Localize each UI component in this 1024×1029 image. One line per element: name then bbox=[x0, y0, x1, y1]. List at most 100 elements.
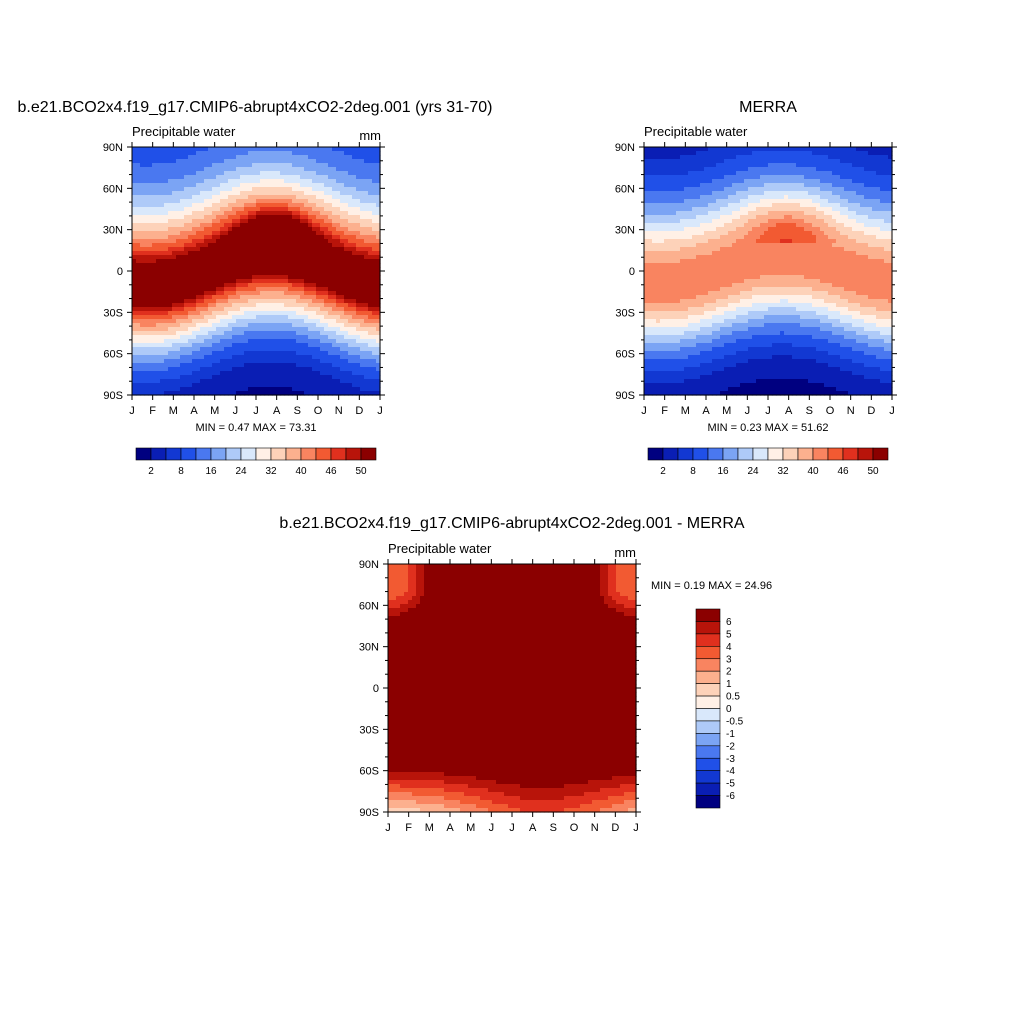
contour-cell bbox=[692, 323, 697, 328]
contour-cell bbox=[668, 183, 673, 188]
contour-cell bbox=[704, 259, 709, 264]
contour-cell bbox=[664, 255, 669, 260]
contour-cell bbox=[168, 151, 173, 156]
contour-cell bbox=[272, 323, 277, 328]
contour-cell bbox=[264, 375, 269, 380]
contour-cell bbox=[240, 175, 245, 180]
contour-cell bbox=[132, 287, 137, 292]
contour-cell bbox=[652, 307, 657, 312]
contour-cell bbox=[368, 331, 373, 336]
contour-cell bbox=[252, 155, 257, 160]
contour-cell bbox=[244, 195, 249, 200]
contour-cell bbox=[264, 339, 269, 344]
contour-cell bbox=[160, 335, 165, 340]
contour-cell bbox=[664, 355, 669, 360]
contour-cell bbox=[236, 355, 241, 360]
contour-cell bbox=[236, 179, 241, 184]
contour-cell bbox=[356, 163, 361, 168]
contour-cell bbox=[148, 167, 153, 172]
contour-cell bbox=[668, 187, 673, 192]
contour-cell bbox=[324, 239, 329, 244]
contour-cell bbox=[324, 359, 329, 364]
contour-cell bbox=[136, 215, 141, 220]
contour-cell bbox=[280, 207, 285, 212]
contour-cell bbox=[676, 315, 681, 320]
contour-cell bbox=[692, 339, 697, 344]
contour-cell bbox=[204, 231, 209, 236]
contour-cell bbox=[148, 367, 153, 372]
contour-cell bbox=[352, 183, 357, 188]
contour-cell bbox=[656, 371, 661, 376]
contour-cell bbox=[648, 159, 653, 164]
contour-cell bbox=[240, 371, 245, 376]
contour-cell bbox=[300, 223, 305, 228]
contour-cell bbox=[136, 375, 141, 380]
contour-cell bbox=[644, 363, 649, 368]
contour-cell bbox=[188, 171, 193, 176]
contour-cell bbox=[340, 223, 345, 228]
contour-cell bbox=[256, 343, 261, 348]
contour-cell bbox=[304, 375, 309, 380]
contour-cell bbox=[316, 319, 321, 324]
contour-cell bbox=[696, 167, 701, 172]
contour-cell bbox=[252, 291, 257, 296]
contour-cell bbox=[340, 359, 345, 364]
contour-cell bbox=[168, 159, 173, 164]
contour-cell bbox=[316, 295, 321, 300]
contour-cell bbox=[364, 335, 369, 340]
contour-cell bbox=[672, 267, 677, 272]
contour-cell bbox=[668, 227, 673, 232]
contour-cell bbox=[356, 263, 361, 268]
contour-cell bbox=[668, 203, 673, 208]
contour-cell bbox=[356, 371, 361, 376]
contour-cell bbox=[692, 351, 697, 356]
contour-cell bbox=[684, 211, 689, 216]
contour-cell bbox=[152, 187, 157, 192]
contour-cell bbox=[312, 323, 317, 328]
contour-cell bbox=[180, 331, 185, 336]
contour-cell bbox=[296, 203, 301, 208]
contour-cell bbox=[276, 215, 281, 220]
contour-cell bbox=[192, 159, 197, 164]
contour-cell bbox=[236, 303, 241, 308]
contour-cell bbox=[272, 207, 277, 212]
contour-cell bbox=[152, 183, 157, 188]
contour-cell bbox=[336, 199, 341, 204]
contour-cell bbox=[132, 159, 137, 164]
contour-cell bbox=[316, 279, 321, 284]
contour-cell bbox=[160, 291, 165, 296]
contour-cell bbox=[240, 363, 245, 368]
contour-cell bbox=[652, 151, 657, 156]
contour-cell bbox=[280, 183, 285, 188]
contour-cell bbox=[696, 311, 701, 316]
contour-cell bbox=[668, 311, 673, 316]
contour-cell bbox=[304, 155, 309, 160]
contour-cell bbox=[684, 179, 689, 184]
contour-cell bbox=[248, 183, 253, 188]
contour-cell bbox=[176, 175, 181, 180]
contour-cell bbox=[332, 247, 337, 252]
contour-cell bbox=[148, 383, 153, 388]
contour-cell bbox=[224, 179, 229, 184]
contour-cell bbox=[172, 167, 177, 172]
contour-cell bbox=[652, 155, 657, 160]
contour-cell bbox=[696, 315, 701, 320]
contour-cell bbox=[300, 259, 305, 264]
contour-cell bbox=[700, 171, 705, 176]
contour-cell bbox=[372, 291, 377, 296]
contour-cell bbox=[344, 179, 349, 184]
contour-cell bbox=[248, 203, 253, 208]
contour-cell bbox=[236, 383, 241, 388]
contour-cell bbox=[184, 315, 189, 320]
contour-cell bbox=[144, 303, 149, 308]
contour-cell bbox=[140, 283, 145, 288]
contour-cell bbox=[160, 351, 165, 356]
contour-cell bbox=[264, 359, 269, 364]
contour-cell bbox=[320, 383, 325, 388]
contour-cell bbox=[696, 343, 701, 348]
contour-cell bbox=[292, 295, 297, 300]
contour-cell bbox=[188, 327, 193, 332]
contour-cell bbox=[660, 243, 665, 248]
contour-cell bbox=[196, 307, 201, 312]
contour-cell bbox=[312, 179, 317, 184]
